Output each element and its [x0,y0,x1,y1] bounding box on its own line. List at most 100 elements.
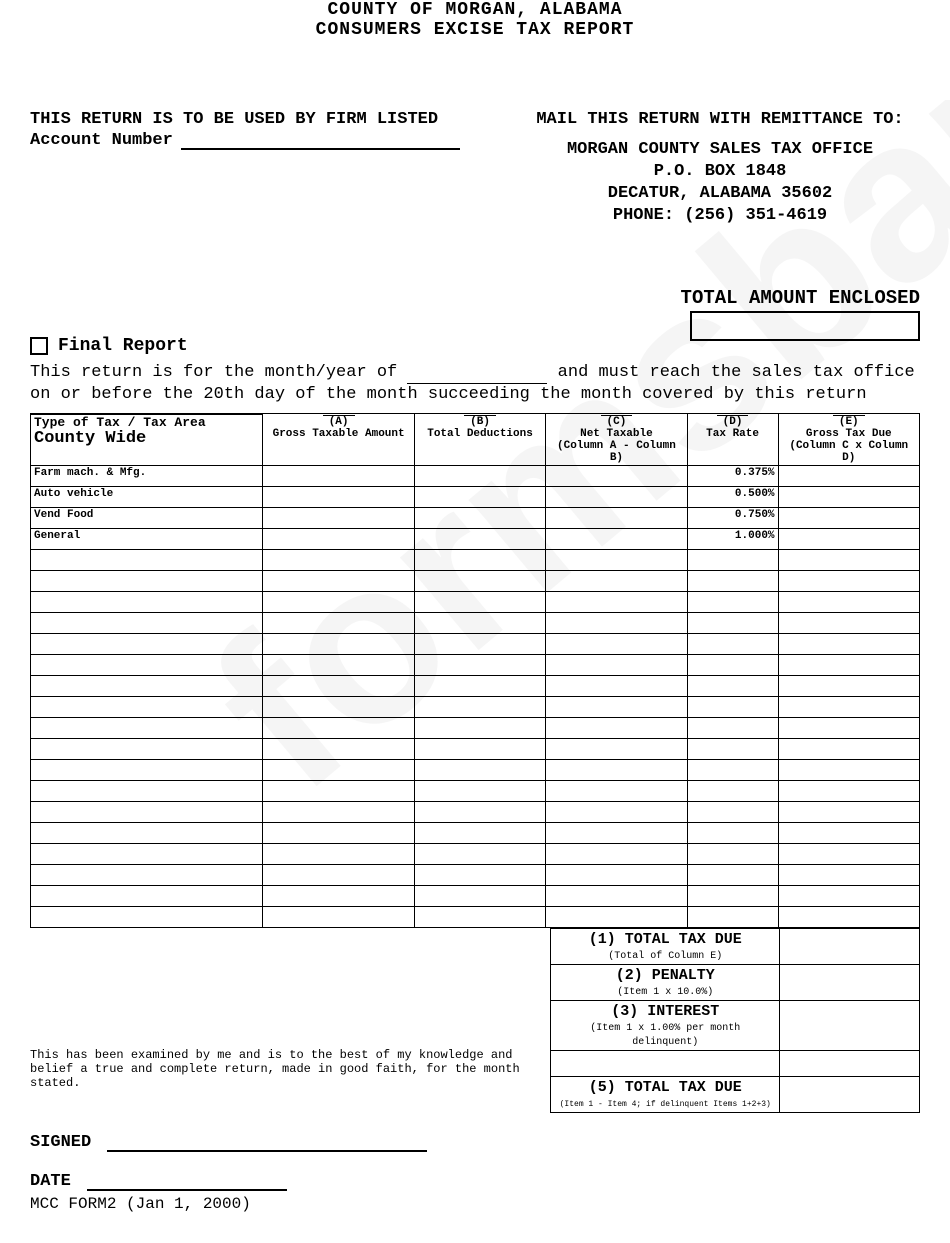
type-input[interactable] [31,907,263,928]
gross-taxable-input[interactable] [263,739,415,760]
deductions-input[interactable] [414,697,545,718]
gross-tax-due-input[interactable] [778,907,919,928]
rate-input[interactable] [687,634,778,655]
type-input[interactable] [31,886,263,907]
date-input[interactable] [87,1189,287,1191]
gross-taxable-input[interactable] [263,823,415,844]
gross-tax-due-input[interactable] [778,487,919,508]
net-taxable-input[interactable] [546,634,687,655]
net-taxable-input[interactable] [546,697,687,718]
net-taxable-input[interactable] [546,508,687,529]
gross-taxable-input[interactable] [263,613,415,634]
net-taxable-input[interactable] [546,781,687,802]
rate-input[interactable] [687,781,778,802]
rate-input[interactable] [687,592,778,613]
net-taxable-input[interactable] [546,865,687,886]
gross-tax-due-input[interactable] [778,697,919,718]
type-input[interactable] [31,655,263,676]
type-input[interactable] [31,697,263,718]
gross-taxable-input[interactable] [263,529,415,550]
rate-input[interactable] [687,907,778,928]
gross-taxable-input[interactable] [263,907,415,928]
deductions-input[interactable] [414,907,545,928]
type-input[interactable] [31,760,263,781]
total-enclosed-input[interactable] [690,311,920,341]
gross-taxable-input[interactable] [263,886,415,907]
net-taxable-input[interactable] [546,718,687,739]
net-taxable-input[interactable] [546,571,687,592]
gross-tax-due-input[interactable] [778,844,919,865]
rate-input[interactable] [687,886,778,907]
summary-2-input[interactable] [780,965,920,1001]
account-number-input[interactable] [181,134,460,150]
gross-tax-due-input[interactable] [778,865,919,886]
gross-tax-due-input[interactable] [778,739,919,760]
gross-taxable-input[interactable] [263,634,415,655]
gross-tax-due-input[interactable] [778,760,919,781]
net-taxable-input[interactable] [546,550,687,571]
deductions-input[interactable] [414,802,545,823]
net-taxable-input[interactable] [546,466,687,487]
deductions-input[interactable] [414,529,545,550]
deductions-input[interactable] [414,676,545,697]
rate-input[interactable] [687,718,778,739]
gross-taxable-input[interactable] [263,760,415,781]
deductions-input[interactable] [414,781,545,802]
net-taxable-input[interactable] [546,823,687,844]
gross-tax-due-input[interactable] [778,613,919,634]
net-taxable-input[interactable] [546,802,687,823]
net-taxable-input[interactable] [546,886,687,907]
rate-input[interactable] [687,760,778,781]
gross-tax-due-input[interactable] [778,802,919,823]
net-taxable-input[interactable] [546,844,687,865]
gross-tax-due-input[interactable] [778,634,919,655]
rate-input[interactable] [687,844,778,865]
summary-4-input[interactable] [780,1051,920,1077]
gross-taxable-input[interactable] [263,655,415,676]
type-input[interactable] [31,718,263,739]
rate-input[interactable] [687,697,778,718]
gross-taxable-input[interactable] [263,781,415,802]
net-taxable-input[interactable] [546,592,687,613]
type-input[interactable] [31,739,263,760]
gross-tax-due-input[interactable] [778,529,919,550]
net-taxable-input[interactable] [546,613,687,634]
deductions-input[interactable] [414,508,545,529]
deductions-input[interactable] [414,487,545,508]
net-taxable-input[interactable] [546,739,687,760]
gross-taxable-input[interactable] [263,865,415,886]
final-report-checkbox[interactable] [30,337,48,355]
gross-taxable-input[interactable] [263,487,415,508]
gross-taxable-input[interactable] [263,844,415,865]
rate-input[interactable] [687,823,778,844]
type-input[interactable] [31,823,263,844]
deductions-input[interactable] [414,823,545,844]
deductions-input[interactable] [414,739,545,760]
deductions-input[interactable] [414,655,545,676]
gross-tax-due-input[interactable] [778,823,919,844]
gross-tax-due-input[interactable] [778,655,919,676]
deductions-input[interactable] [414,571,545,592]
type-input[interactable] [31,550,263,571]
gross-taxable-input[interactable] [263,718,415,739]
net-taxable-input[interactable] [546,529,687,550]
gross-taxable-input[interactable] [263,676,415,697]
gross-taxable-input[interactable] [263,802,415,823]
deductions-input[interactable] [414,592,545,613]
deductions-input[interactable] [414,550,545,571]
gross-tax-due-input[interactable] [778,781,919,802]
gross-tax-due-input[interactable] [778,571,919,592]
gross-taxable-input[interactable] [263,592,415,613]
rate-input[interactable] [687,676,778,697]
gross-taxable-input[interactable] [263,571,415,592]
net-taxable-input[interactable] [546,760,687,781]
gross-tax-due-input[interactable] [778,718,919,739]
summary-1-input[interactable] [780,929,920,965]
type-input[interactable] [31,781,263,802]
net-taxable-input[interactable] [546,676,687,697]
type-input[interactable] [31,865,263,886]
rate-input[interactable] [687,550,778,571]
rate-input[interactable] [687,802,778,823]
gross-taxable-input[interactable] [263,550,415,571]
rate-input[interactable] [687,739,778,760]
